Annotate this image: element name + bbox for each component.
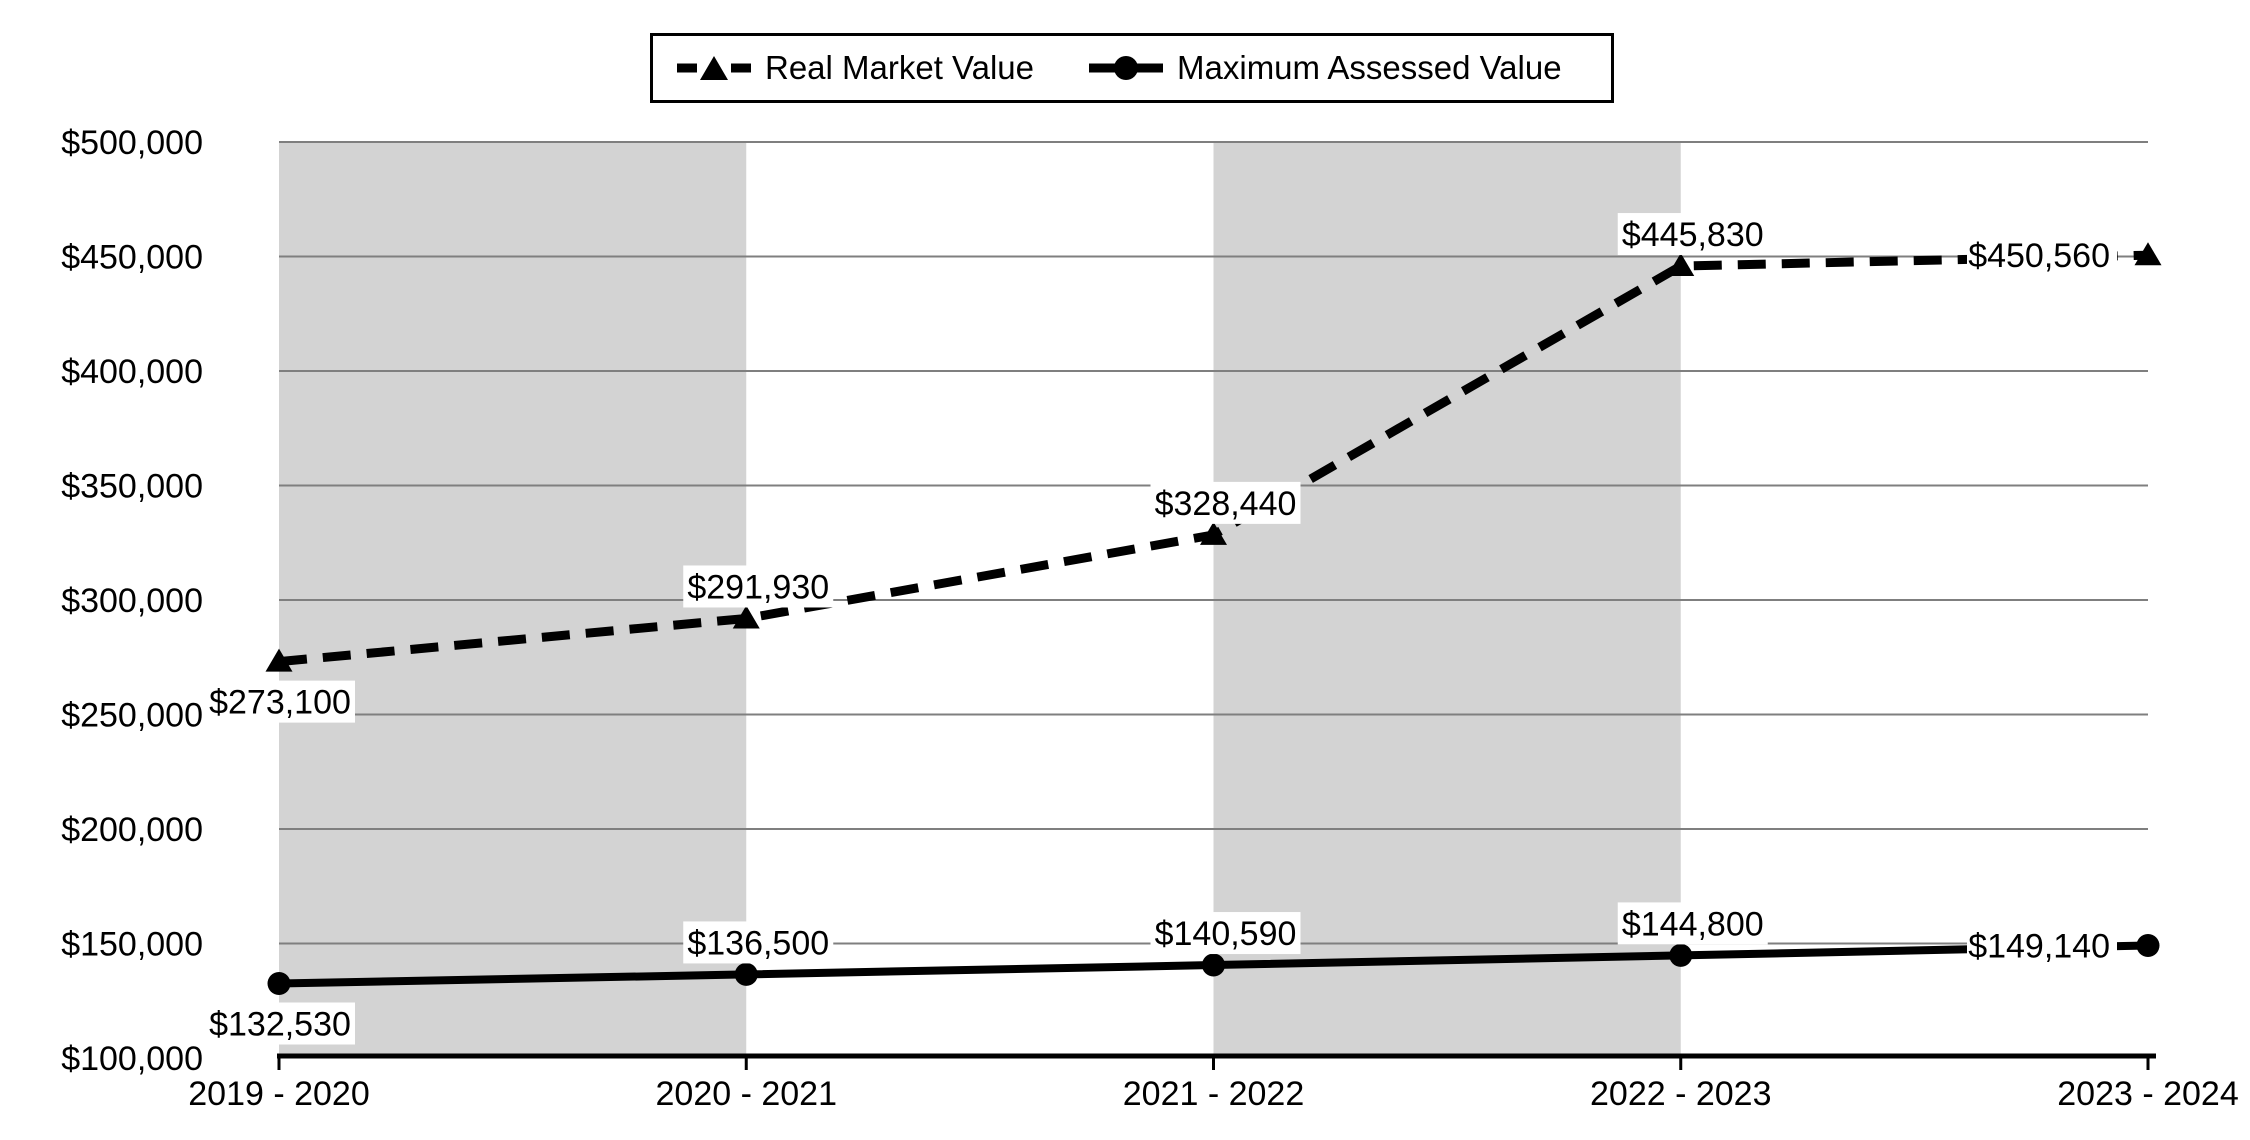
data-label: $273,100: [209, 684, 351, 722]
y-axis-tick-label: $400,000: [61, 353, 203, 391]
data-point-marker-triangle: [1667, 253, 1695, 277]
y-axis-tick-label: $350,000: [61, 468, 203, 506]
legend-item-real-market-value: Real Market Value: [677, 49, 1034, 87]
data-label-bg: [205, 1002, 355, 1045]
y-axis-tick-label: $300,000: [61, 582, 203, 620]
y-axis-tick-label: $100,000: [61, 1040, 203, 1078]
x-axis-tick-label: 2020 - 2021: [656, 1075, 838, 1113]
legend-label-maximum-assessed-value: Maximum Assessed Value: [1177, 49, 1562, 86]
data-label-bg: [1967, 924, 2117, 967]
data-label-bg: [1967, 234, 2117, 277]
data-point-marker-triangle: [732, 605, 760, 629]
y-axis-tick-label: $200,000: [61, 811, 203, 849]
data-label-bg: [205, 680, 355, 723]
data-label: $140,590: [1155, 915, 1297, 953]
data-label-bg: [1150, 481, 1301, 524]
x-axis-tick-label: 2019 - 2020: [188, 1075, 370, 1113]
data-point-marker-circle: [2136, 933, 2160, 957]
data-label: $144,800: [1622, 905, 1764, 943]
data-label: $450,560: [1968, 237, 2110, 275]
legend-label-real-market-value: Real Market Value: [765, 49, 1035, 86]
y-axis-tick-label: $500,000: [61, 124, 203, 162]
data-point-marker-circle: [267, 972, 291, 996]
legend-item-maximum-assessed-value: Maximum Assessed Value: [1089, 49, 1562, 87]
solid-line-circle-marker-icon: [1089, 56, 1164, 80]
data-label-bg: [683, 565, 834, 608]
data-label-bg: [683, 921, 834, 964]
data-label: $132,530: [209, 1006, 351, 1044]
data-point-marker-triangle: [1200, 521, 1227, 545]
data-label: $149,140: [1968, 927, 2110, 965]
data-label-bg: [1617, 902, 1768, 945]
x-axis-tick-label: 2023 - 2024: [2057, 1075, 2239, 1113]
data-point-marker-circle: [734, 962, 758, 986]
x-axis-tick-label: 2022 - 2023: [1590, 1075, 1772, 1113]
data-label-bg: [1150, 912, 1301, 955]
x-axis-tick-label: 2021 - 2022: [1123, 1075, 1305, 1113]
y-axis-tick-label: $150,000: [61, 926, 203, 964]
dashed-line-triangle-marker-icon: [677, 56, 751, 80]
data-label: $445,830: [1622, 216, 1764, 254]
data-label: $328,440: [1155, 485, 1297, 523]
data-point-marker-circle: [1202, 953, 1225, 977]
data-point-marker-circle: [1669, 943, 1693, 967]
data-point-marker-triangle: [2134, 242, 2162, 266]
data-label: $291,930: [687, 568, 829, 606]
data-label-bg: [1617, 213, 1768, 256]
legend: Real Market Value Maximum Assessed Value: [650, 33, 1614, 103]
data-label: $136,500: [687, 924, 829, 962]
y-axis-tick-label: $250,000: [61, 697, 203, 735]
data-point-marker-triangle: [265, 648, 293, 672]
y-axis-tick-label: $450,000: [61, 239, 203, 277]
